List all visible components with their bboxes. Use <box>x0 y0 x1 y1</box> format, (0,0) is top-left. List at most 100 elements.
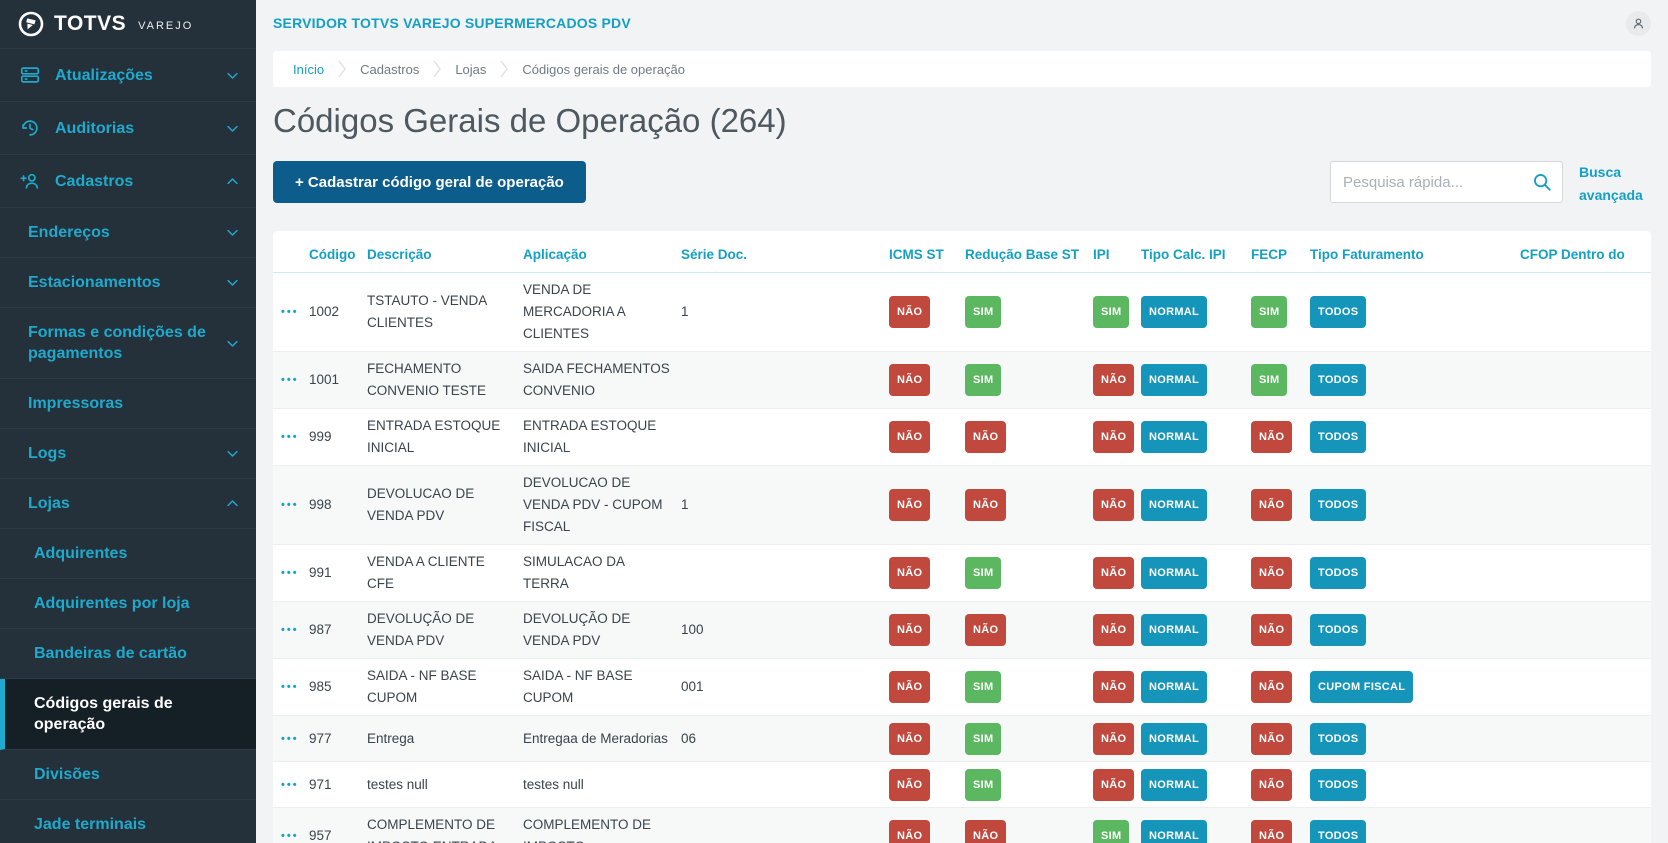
sidebar-item-cadastros[interactable]: Cadastros <box>0 155 256 208</box>
row-actions-menu[interactable]: ••• <box>281 732 299 745</box>
codigo-cell: 998 <box>309 497 332 512</box>
ipi-cell: NÃO <box>1093 551 1141 595</box>
sidebar-item-lojas[interactable]: Lojas <box>0 479 256 529</box>
user-plus-icon <box>18 169 42 193</box>
sidebar-item-logs[interactable]: Logs <box>0 429 256 479</box>
status-badge: NORMAL <box>1141 489 1208 521</box>
sidebar-nav: Atualizações Auditorias Cadastros Endereços… <box>0 49 256 843</box>
sidebar-item-auditorias[interactable]: Auditorias <box>0 102 256 155</box>
cfop-dentro-cell <box>1520 431 1651 443</box>
icms-st-cell: NÃO <box>889 717 965 761</box>
ipi-cell: NÃO <box>1093 608 1141 652</box>
advanced-search-link[interactable]: Busca avançada <box>1579 164 1643 203</box>
serie-doc-cell <box>681 374 889 386</box>
table-row: ••• 998 DEVOLUCAO DE VENDA PDV DEVOLUCAO DE… <box>273 466 1651 545</box>
status-badge: NORMAL <box>1141 421 1208 453</box>
row-actions-menu[interactable]: ••• <box>281 374 299 386</box>
sidebar-item-label: Logs <box>28 445 67 462</box>
quick-search-input[interactable] <box>1330 161 1563 203</box>
sidebar-item-divisoes[interactable]: Divisões <box>0 750 256 800</box>
row-actions-menu[interactable]: ••• <box>281 778 299 791</box>
create-codigo-button[interactable]: + Cadastrar código geral de operação <box>273 161 586 203</box>
status-badge: SIM <box>1093 296 1130 328</box>
codigo-cell: 971 <box>309 776 332 792</box>
icms-st-cell: NÃO <box>889 415 965 459</box>
status-badge: NÃO <box>889 768 931 801</box>
tipo-faturamento-cell: TODOS <box>1310 814 1520 843</box>
breadcrumb-item-codigos-gerais-de-operacao[interactable]: Códigos gerais de operação <box>522 61 686 77</box>
sidebar-item-bandeiras-de-cartao[interactable]: Bandeiras de cartão <box>0 629 256 679</box>
status-badge: SIM <box>1093 820 1130 843</box>
reducao-base-st-cell: SIM <box>965 358 1093 402</box>
tipo-faturamento-cell: TODOS <box>1310 763 1520 807</box>
sidebar-item-enderecos[interactable]: Endereços <box>0 208 256 258</box>
cfop-dentro-cell <box>1520 624 1651 636</box>
table-header-row: Código Descrição Aplicação Série Doc. ICMS S… <box>273 231 1651 273</box>
aplicacao-cell: VENDA DE MERCADORIA A CLIENTES <box>523 282 626 341</box>
chevron-down-icon <box>224 225 240 241</box>
status-badge: NORMAL <box>1141 722 1208 755</box>
descricao-cell: testes null <box>367 776 428 792</box>
brand-product: VAREJO <box>138 19 194 32</box>
reducao-base-st-cell: NÃO <box>965 415 1093 459</box>
reducao-base-st-cell: SIM <box>965 763 1093 807</box>
serie-doc-cell: 1 <box>681 497 689 512</box>
descricao-cell: SAIDA - NF BASE CUPOM <box>367 668 477 705</box>
chevron-down-icon <box>224 120 240 136</box>
status-badge: NÃO <box>965 614 1007 646</box>
serie-doc-cell <box>681 830 889 842</box>
reducao-base-st-cell: SIM <box>965 665 1093 709</box>
codigo-cell: 977 <box>309 730 332 746</box>
status-badge: NÃO <box>1251 671 1293 703</box>
status-badge: SIM <box>965 296 1002 328</box>
icms-st-cell: NÃO <box>889 665 965 709</box>
status-badge: NÃO <box>889 489 931 521</box>
status-badge: NÃO <box>889 614 931 646</box>
column-header-actions <box>273 239 309 265</box>
reducao-base-st-cell: SIM <box>965 717 1093 761</box>
row-actions-menu[interactable]: ••• <box>281 830 299 842</box>
sidebar-item-label: Divisões <box>34 766 100 783</box>
row-actions-menu[interactable]: ••• <box>281 567 299 579</box>
search-icon[interactable] <box>1531 171 1553 198</box>
sidebar-item-adquirentes-por-loja[interactable]: Adquirentes por loja <box>0 579 256 629</box>
sidebar-item-adquirentes[interactable]: Adquirentes <box>0 529 256 579</box>
codigo-cell: 985 <box>309 679 332 694</box>
row-actions-menu[interactable]: ••• <box>281 499 299 511</box>
sidebar-item-codigos-gerais-de-operacao[interactable]: Códigos gerais de operação <box>0 679 256 750</box>
sidebar-item-estacionamentos[interactable]: Estacionamentos <box>0 258 256 308</box>
sidebar-item-impressoras[interactable]: Impressoras <box>0 379 256 429</box>
row-actions-menu[interactable]: ••• <box>281 306 299 318</box>
row-actions-menu[interactable]: ••• <box>281 431 299 443</box>
reducao-base-st-cell: NÃO <box>965 483 1093 527</box>
table-row: ••• 987 DEVOLUÇÃO DE VENDA PDV DEVOLUÇÃO DE… <box>273 602 1651 659</box>
sidebar-item-jade-terminais[interactable]: Jade terminais <box>0 800 256 843</box>
status-badge: NORMAL <box>1141 614 1208 646</box>
brand-logo[interactable]: TOTVS VAREJO <box>0 0 256 49</box>
sidebar-item-atualizacoes[interactable]: Atualizações <box>0 49 256 102</box>
breadcrumb-item-inicio[interactable]: Início <box>293 61 325 77</box>
status-badge: SIM <box>1251 364 1288 396</box>
descricao-cell: VENDA A CLIENTE CFE <box>367 554 485 591</box>
serie-doc-cell <box>681 431 889 443</box>
reducao-base-st-cell: SIM <box>965 290 1093 334</box>
ipi-cell: NÃO <box>1093 415 1141 459</box>
user-avatar[interactable] <box>1626 10 1651 36</box>
status-badge: NÃO <box>1093 671 1135 703</box>
sidebar-item-formas-e-condicoes-de-pagamentos[interactable]: Formas e condições de pagamentos <box>0 308 256 379</box>
server-icon <box>18 63 42 87</box>
breadcrumb-separator-icon <box>432 58 442 80</box>
icms-st-cell: NÃO <box>889 551 965 595</box>
status-badge: NÃO <box>1093 768 1135 801</box>
status-badge: NÃO <box>1251 820 1293 843</box>
column-header-codigo: Código <box>309 247 356 262</box>
row-actions-menu[interactable]: ••• <box>281 681 299 693</box>
descricao-cell: Entrega <box>367 730 415 746</box>
aplicacao-cell: SAIDA FECHAMENTOS CONVENIO <box>523 361 670 398</box>
breadcrumb-item-cadastros[interactable]: Cadastros <box>360 61 420 77</box>
row-actions-menu[interactable]: ••• <box>281 624 299 636</box>
breadcrumb-item-lojas[interactable]: Lojas <box>455 61 487 77</box>
tipo-calc-ipi-cell: NORMAL <box>1141 608 1251 652</box>
aplicacao-cell: SIMULACAO DA TERRA <box>523 554 625 591</box>
status-badge: NORMAL <box>1141 671 1208 703</box>
